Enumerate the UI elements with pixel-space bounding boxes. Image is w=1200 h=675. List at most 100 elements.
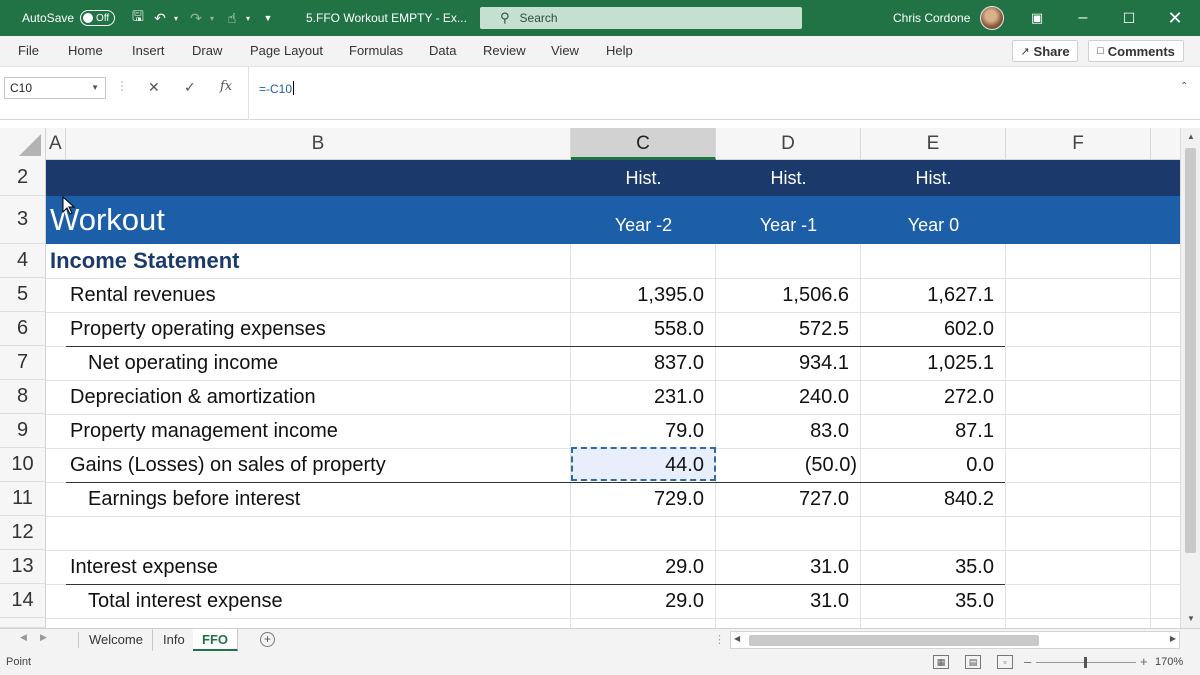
cell-d6[interactable]: 572.5 — [798, 317, 849, 340]
cell-c13[interactable]: 29.0 — [665, 555, 704, 578]
tab-page-layout[interactable]: Page Layout — [250, 43, 324, 58]
cell-d8[interactable]: 240.0 — [798, 385, 849, 408]
scroll-left-icon[interactable]: ◀ — [734, 634, 741, 643]
cell-e10[interactable]: 0.0 — [966, 453, 994, 476]
worksheet-grid[interactable]: A B C D E F 2 Hist. Hist. Hist. 3 Workou… — [0, 128, 1180, 628]
share-button[interactable]: ↗ Share — [1012, 40, 1078, 62]
ribbon-display-options-icon[interactable]: ▣ — [1030, 10, 1044, 25]
cell-c5[interactable]: 1,395.0 — [637, 283, 704, 306]
collapse-formula-bar-icon[interactable]: ⌃ — [1180, 81, 1189, 92]
cell-c6[interactable]: 558.0 — [653, 317, 704, 340]
select-all-button[interactable] — [0, 128, 46, 160]
cell-b7[interactable]: Net operating income — [88, 351, 279, 374]
cell-e9[interactable]: 87.1 — [955, 419, 994, 442]
column-header-f[interactable]: F — [1006, 128, 1151, 160]
normal-view-icon[interactable]: ▦ — [933, 655, 949, 669]
cell-e11[interactable]: 840.2 — [943, 487, 994, 510]
column-header-e[interactable]: E — [861, 128, 1006, 160]
cell-d11[interactable]: 727.0 — [798, 487, 849, 510]
cell-c8[interactable]: 231.0 — [653, 385, 704, 408]
cell-a3-title[interactable]: Workout — [50, 202, 165, 237]
undo-dropdown-icon[interactable]: ▾ — [173, 13, 178, 23]
cell-e7[interactable]: 1,025.1 — [927, 351, 994, 374]
vertical-scroll-thumb[interactable] — [1185, 148, 1196, 553]
row-header-15[interactable] — [0, 618, 46, 628]
cell-b6[interactable]: Property operating expenses — [70, 317, 326, 340]
comments-button[interactable]: □ Comments — [1088, 40, 1184, 62]
tab-home[interactable]: Home — [68, 43, 103, 58]
tab-review[interactable]: Review — [483, 43, 526, 58]
zoom-in-icon[interactable]: + — [1140, 654, 1148, 669]
name-box[interactable]: C10 ▼ — [4, 77, 106, 99]
horizontal-scrollbar[interactable]: ◀ ▶ — [730, 631, 1180, 649]
cell-e8[interactable]: 272.0 — [943, 385, 994, 408]
save-icon[interactable]: 🖫 — [132, 8, 144, 24]
cell-d13[interactable]: 31.0 — [810, 555, 849, 578]
enter-entry-icon[interactable]: ✓ — [184, 79, 196, 95]
row-header-12[interactable]: 12 — [0, 516, 46, 550]
cell-a4-section-title[interactable]: Income Statement — [50, 248, 240, 273]
cell-d9[interactable]: 83.0 — [810, 419, 849, 442]
row-header-4[interactable]: 4 — [0, 244, 46, 278]
touch-dropdown-icon[interactable]: ▾ — [245, 13, 250, 23]
row-header-11[interactable]: 11 — [0, 482, 46, 516]
row-header-14[interactable]: 14 — [0, 584, 46, 618]
cell-c7[interactable]: 837.0 — [653, 351, 704, 374]
cell-c2[interactable]: Hist. — [625, 167, 662, 188]
page-layout-view-icon[interactable]: ▤ — [965, 655, 981, 669]
cell-e2[interactable]: Hist. — [915, 167, 952, 188]
tab-help[interactable]: Help — [606, 43, 633, 58]
zoom-out-icon[interactable]: – — [1024, 654, 1032, 669]
row-header-10[interactable]: 10 — [0, 448, 46, 482]
column-header-c[interactable]: C — [571, 128, 716, 160]
sheet-tab-info[interactable]: Info — [154, 629, 195, 651]
cell-b11[interactable]: Earnings before interest — [88, 487, 301, 510]
row-header-5[interactable]: 5 — [0, 278, 46, 312]
row-header-7[interactable]: 7 — [0, 346, 46, 380]
cell-c11[interactable]: 729.0 — [653, 487, 704, 510]
cell-c9[interactable]: 79.0 — [665, 419, 704, 442]
redo-dropdown-icon[interactable]: ▾ — [209, 13, 214, 23]
column-header-a[interactable]: A — [46, 128, 66, 160]
page-break-preview-icon[interactable]: ▫ — [997, 655, 1013, 669]
cell-d5[interactable]: 1,506.6 — [782, 283, 849, 306]
user-name[interactable]: Chris Cordone — [893, 11, 971, 25]
search-box[interactable]: ⚲ Search — [480, 7, 802, 29]
next-sheet-icon[interactable]: ▶ — [40, 632, 47, 642]
scroll-right-icon[interactable]: ▶ — [1169, 634, 1176, 643]
sheet-tab-welcome[interactable]: Welcome — [80, 629, 153, 651]
cell-d7[interactable]: 934.1 — [798, 351, 849, 374]
zoom-slider[interactable] — [1036, 657, 1136, 668]
cell-e14[interactable]: 35.0 — [955, 589, 994, 612]
cell-d14[interactable]: 31.0 — [810, 589, 849, 612]
cell-d2[interactable]: Hist. — [770, 167, 807, 188]
autosave-toggle[interactable]: Off — [80, 10, 116, 26]
row-header-6[interactable]: 6 — [0, 312, 46, 346]
insert-function-icon[interactable]: fx — [220, 79, 233, 94]
touch-mode-icon[interactable]: ☝ — [227, 9, 237, 26]
column-header-b[interactable]: B — [66, 128, 571, 160]
cell-e5[interactable]: 1,627.1 — [927, 283, 994, 306]
maximize-icon[interactable]: ☐ — [1122, 9, 1136, 26]
cell-b10[interactable]: Gains (Losses) on sales of property — [70, 453, 386, 476]
vertical-scrollbar[interactable]: ▲ ▼ — [1180, 128, 1200, 628]
cell-c10[interactable]: 44.0 — [665, 453, 704, 476]
row-header-13[interactable]: 13 — [0, 550, 46, 584]
tab-insert[interactable]: Insert — [132, 43, 165, 58]
formula-input[interactable]: =-C10 — [248, 67, 1178, 120]
row-header-2[interactable]: 2 — [0, 160, 46, 196]
cell-b8[interactable]: Depreciation & amortization — [70, 385, 316, 408]
close-icon[interactable]: ✕ — [1167, 7, 1183, 28]
tab-split-handle-icon[interactable]: ⋮ — [714, 634, 725, 646]
autosave-control[interactable]: AutoSave Off — [22, 0, 116, 36]
cell-b13[interactable]: Interest expense — [70, 555, 218, 578]
zoom-level[interactable]: 170% — [1155, 656, 1184, 668]
horizontal-scroll-thumb[interactable] — [749, 635, 1039, 646]
tab-data[interactable]: Data — [429, 43, 457, 58]
cancel-entry-icon[interactable]: ✕ — [148, 79, 160, 95]
tab-formulas[interactable]: Formulas — [349, 43, 404, 58]
tab-file[interactable]: File — [18, 43, 39, 58]
cell-b5[interactable]: Rental revenues — [70, 283, 216, 306]
prev-sheet-icon[interactable]: ◀ — [20, 632, 27, 642]
scroll-down-icon[interactable]: ▼ — [1187, 614, 1195, 623]
